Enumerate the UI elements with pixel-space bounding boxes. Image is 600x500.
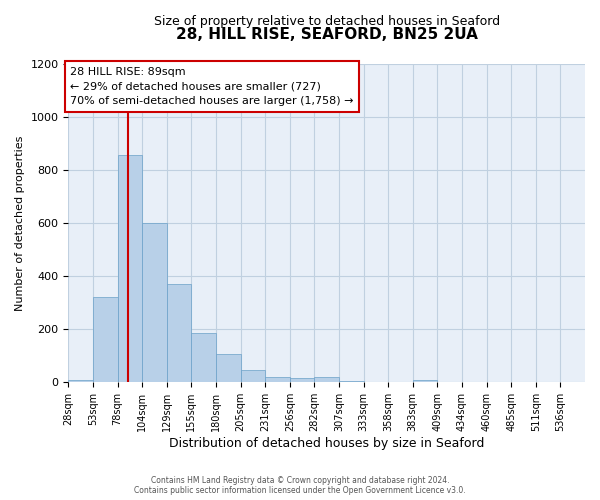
Text: 28, HILL RISE, SEAFORD, BN25 2UA: 28, HILL RISE, SEAFORD, BN25 2UA	[176, 26, 478, 42]
Bar	[339, 381, 364, 382]
Y-axis label: Number of detached properties: Number of detached properties	[15, 136, 25, 311]
Bar	[265, 377, 290, 382]
Bar	[314, 377, 339, 382]
Bar	[68, 380, 93, 382]
Bar	[413, 380, 437, 382]
Bar	[93, 298, 118, 382]
Bar	[191, 334, 216, 382]
Bar	[118, 156, 142, 382]
Bar	[167, 284, 191, 382]
Bar	[241, 370, 265, 382]
Bar	[290, 378, 314, 382]
Bar	[216, 354, 241, 382]
Text: 28 HILL RISE: 89sqm
← 29% of detached houses are smaller (727)
70% of semi-detac: 28 HILL RISE: 89sqm ← 29% of detached ho…	[70, 66, 354, 106]
Title: Size of property relative to detached houses in Seaford: Size of property relative to detached ho…	[154, 15, 500, 28]
Text: Contains HM Land Registry data © Crown copyright and database right 2024.
Contai: Contains HM Land Registry data © Crown c…	[134, 476, 466, 495]
X-axis label: Distribution of detached houses by size in Seaford: Distribution of detached houses by size …	[169, 437, 484, 450]
Bar	[142, 223, 167, 382]
